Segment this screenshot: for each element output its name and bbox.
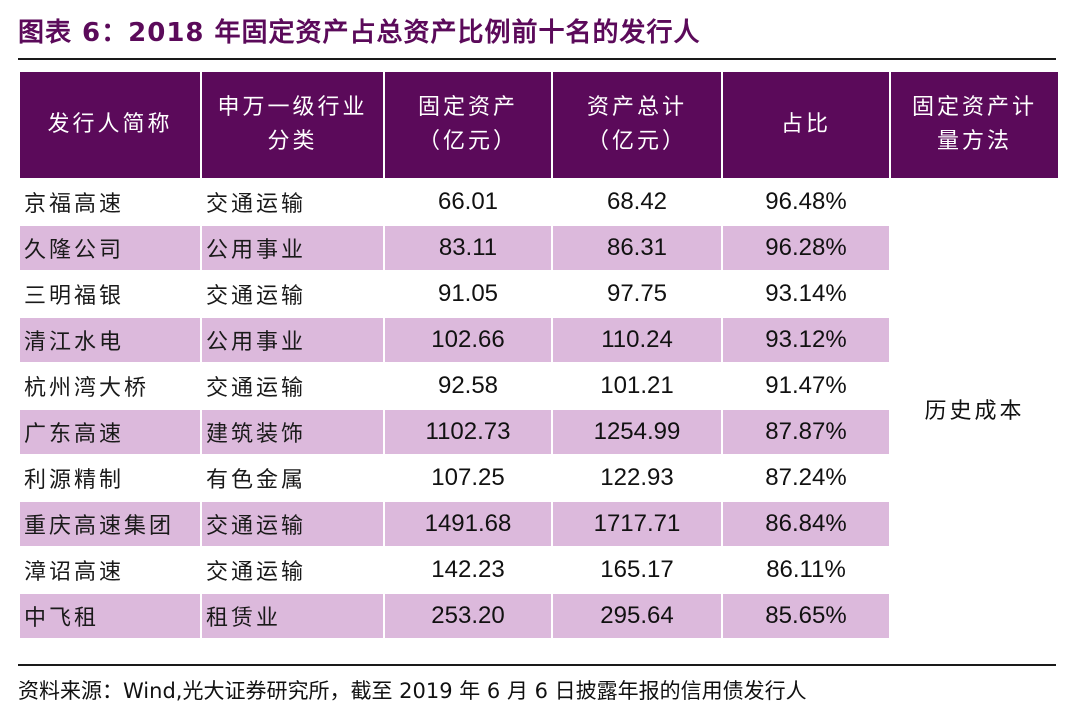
ratio: 96.28%	[723, 226, 889, 270]
industry: 租赁业	[202, 594, 383, 638]
ratio: 93.14%	[765, 280, 847, 307]
source-note: 资料来源：Wind,光大证券研究所，截至 2019 年 6 月 6 日披露年报的…	[18, 679, 807, 703]
fixed-assets: 91.05	[437, 280, 499, 307]
fixed-assets: 107.25	[431, 464, 505, 491]
table-row: 广东高速 建筑装饰 1102.73 1254.99 87.87%	[20, 410, 1058, 454]
total-assets: 101.21	[600, 372, 674, 399]
industry: 公用事业	[202, 318, 383, 362]
fixed-assets: 83.11	[385, 226, 551, 270]
industry: 公用事业	[202, 226, 383, 270]
header-fixed-assets: 固定资产 （亿元）	[385, 72, 551, 178]
table-row: 漳诏高速 交通运输 142.23 165.17 86.11%	[20, 548, 1058, 592]
page-title: 图表 6：2018 年固定资产占总资产比例前十名的发行人	[18, 18, 701, 48]
table-row: 京福高速 交通运输 66.01 68.42 96.48% 历史成本	[20, 180, 1058, 638]
total-assets: 295.64	[553, 594, 721, 638]
industry: 有色金属	[206, 468, 307, 493]
total-assets: 1717.71	[553, 502, 721, 546]
issuer-name: 利源精制	[24, 468, 125, 493]
ratio: 85.65%	[723, 594, 889, 638]
bottom-divider	[18, 664, 1056, 666]
table-row: 久隆公司 公用事业 83.11 86.31 96.28%	[20, 226, 1058, 270]
ratio: 91.47%	[765, 372, 847, 399]
ratio: 96.48%	[765, 188, 847, 215]
issuer-name: 杭州湾大桥	[24, 376, 150, 401]
fixed-assets: 1102.73	[385, 410, 551, 454]
fixed-assets: 92.58	[437, 372, 499, 399]
issuer-name: 三明福银	[24, 284, 125, 309]
table-row: 杭州湾大桥 交通运输 92.58 101.21 91.47%	[20, 364, 1058, 408]
industry: 交通运输	[206, 560, 307, 585]
fixed-assets: 1491.68	[385, 502, 551, 546]
total-assets: 68.42	[606, 188, 668, 215]
header-method: 固定资产计 量方法	[891, 72, 1058, 178]
issuer-table: 发行人简称 申万一级行业 分类 固定资产 （亿元） 资产总计 （亿元） 占比 固定资产…	[18, 70, 1060, 640]
issuer-name: 久隆公司	[20, 226, 200, 270]
industry: 建筑装饰	[202, 410, 383, 454]
fixed-assets: 253.20	[385, 594, 551, 638]
issuer-name: 漳诏高速	[24, 560, 125, 585]
issuer-name: 中飞租	[20, 594, 200, 638]
ratio: 86.11%	[766, 556, 846, 583]
ratio: 93.12%	[723, 318, 889, 362]
ratio: 87.87%	[723, 410, 889, 454]
header-total-assets: 资产总计 （亿元）	[553, 72, 721, 178]
ratio: 87.24%	[765, 464, 847, 491]
header-issuer: 发行人简称	[20, 72, 200, 178]
table-row: 三明福银 交通运输 91.05 97.75 93.14%	[20, 272, 1058, 316]
issuer-name: 清江水电	[20, 318, 200, 362]
total-assets: 1254.99	[553, 410, 721, 454]
table-row: 重庆高速集团 交通运输 1491.68 1717.71 86.84%	[20, 502, 1058, 546]
total-assets: 110.24	[553, 318, 721, 362]
ratio: 86.84%	[723, 502, 889, 546]
issuer-name: 京福高速	[24, 192, 125, 217]
header-ratio: 占比	[723, 72, 889, 178]
industry: 交通运输	[206, 284, 307, 309]
total-assets: 165.17	[600, 556, 674, 583]
issuer-name: 重庆高速集团	[20, 502, 200, 546]
industry: 交通运输	[202, 502, 383, 546]
table-row: 利源精制 有色金属 107.25 122.93 87.24%	[20, 456, 1058, 500]
industry: 交通运输	[206, 192, 307, 217]
industry: 交通运输	[206, 376, 307, 401]
top-divider	[18, 58, 1056, 60]
total-assets: 122.93	[600, 464, 674, 491]
header-industry: 申万一级行业 分类	[202, 72, 383, 178]
table-row: 清江水电 公用事业 102.66 110.24 93.12%	[20, 318, 1058, 362]
total-assets: 86.31	[553, 226, 721, 270]
fixed-assets: 102.66	[385, 318, 551, 362]
issuer-name: 广东高速	[20, 410, 200, 454]
fixed-assets: 142.23	[431, 556, 505, 583]
total-assets: 97.75	[606, 280, 668, 307]
table-row: 中飞租 租赁业 253.20 295.64 85.65%	[20, 594, 1058, 638]
fixed-assets: 66.01	[437, 188, 499, 215]
table-header-row: 发行人简称 申万一级行业 分类 固定资产 （亿元） 资产总计 （亿元） 占比 固定资产…	[20, 72, 1058, 178]
measurement-method: 历史成本	[891, 180, 1058, 638]
